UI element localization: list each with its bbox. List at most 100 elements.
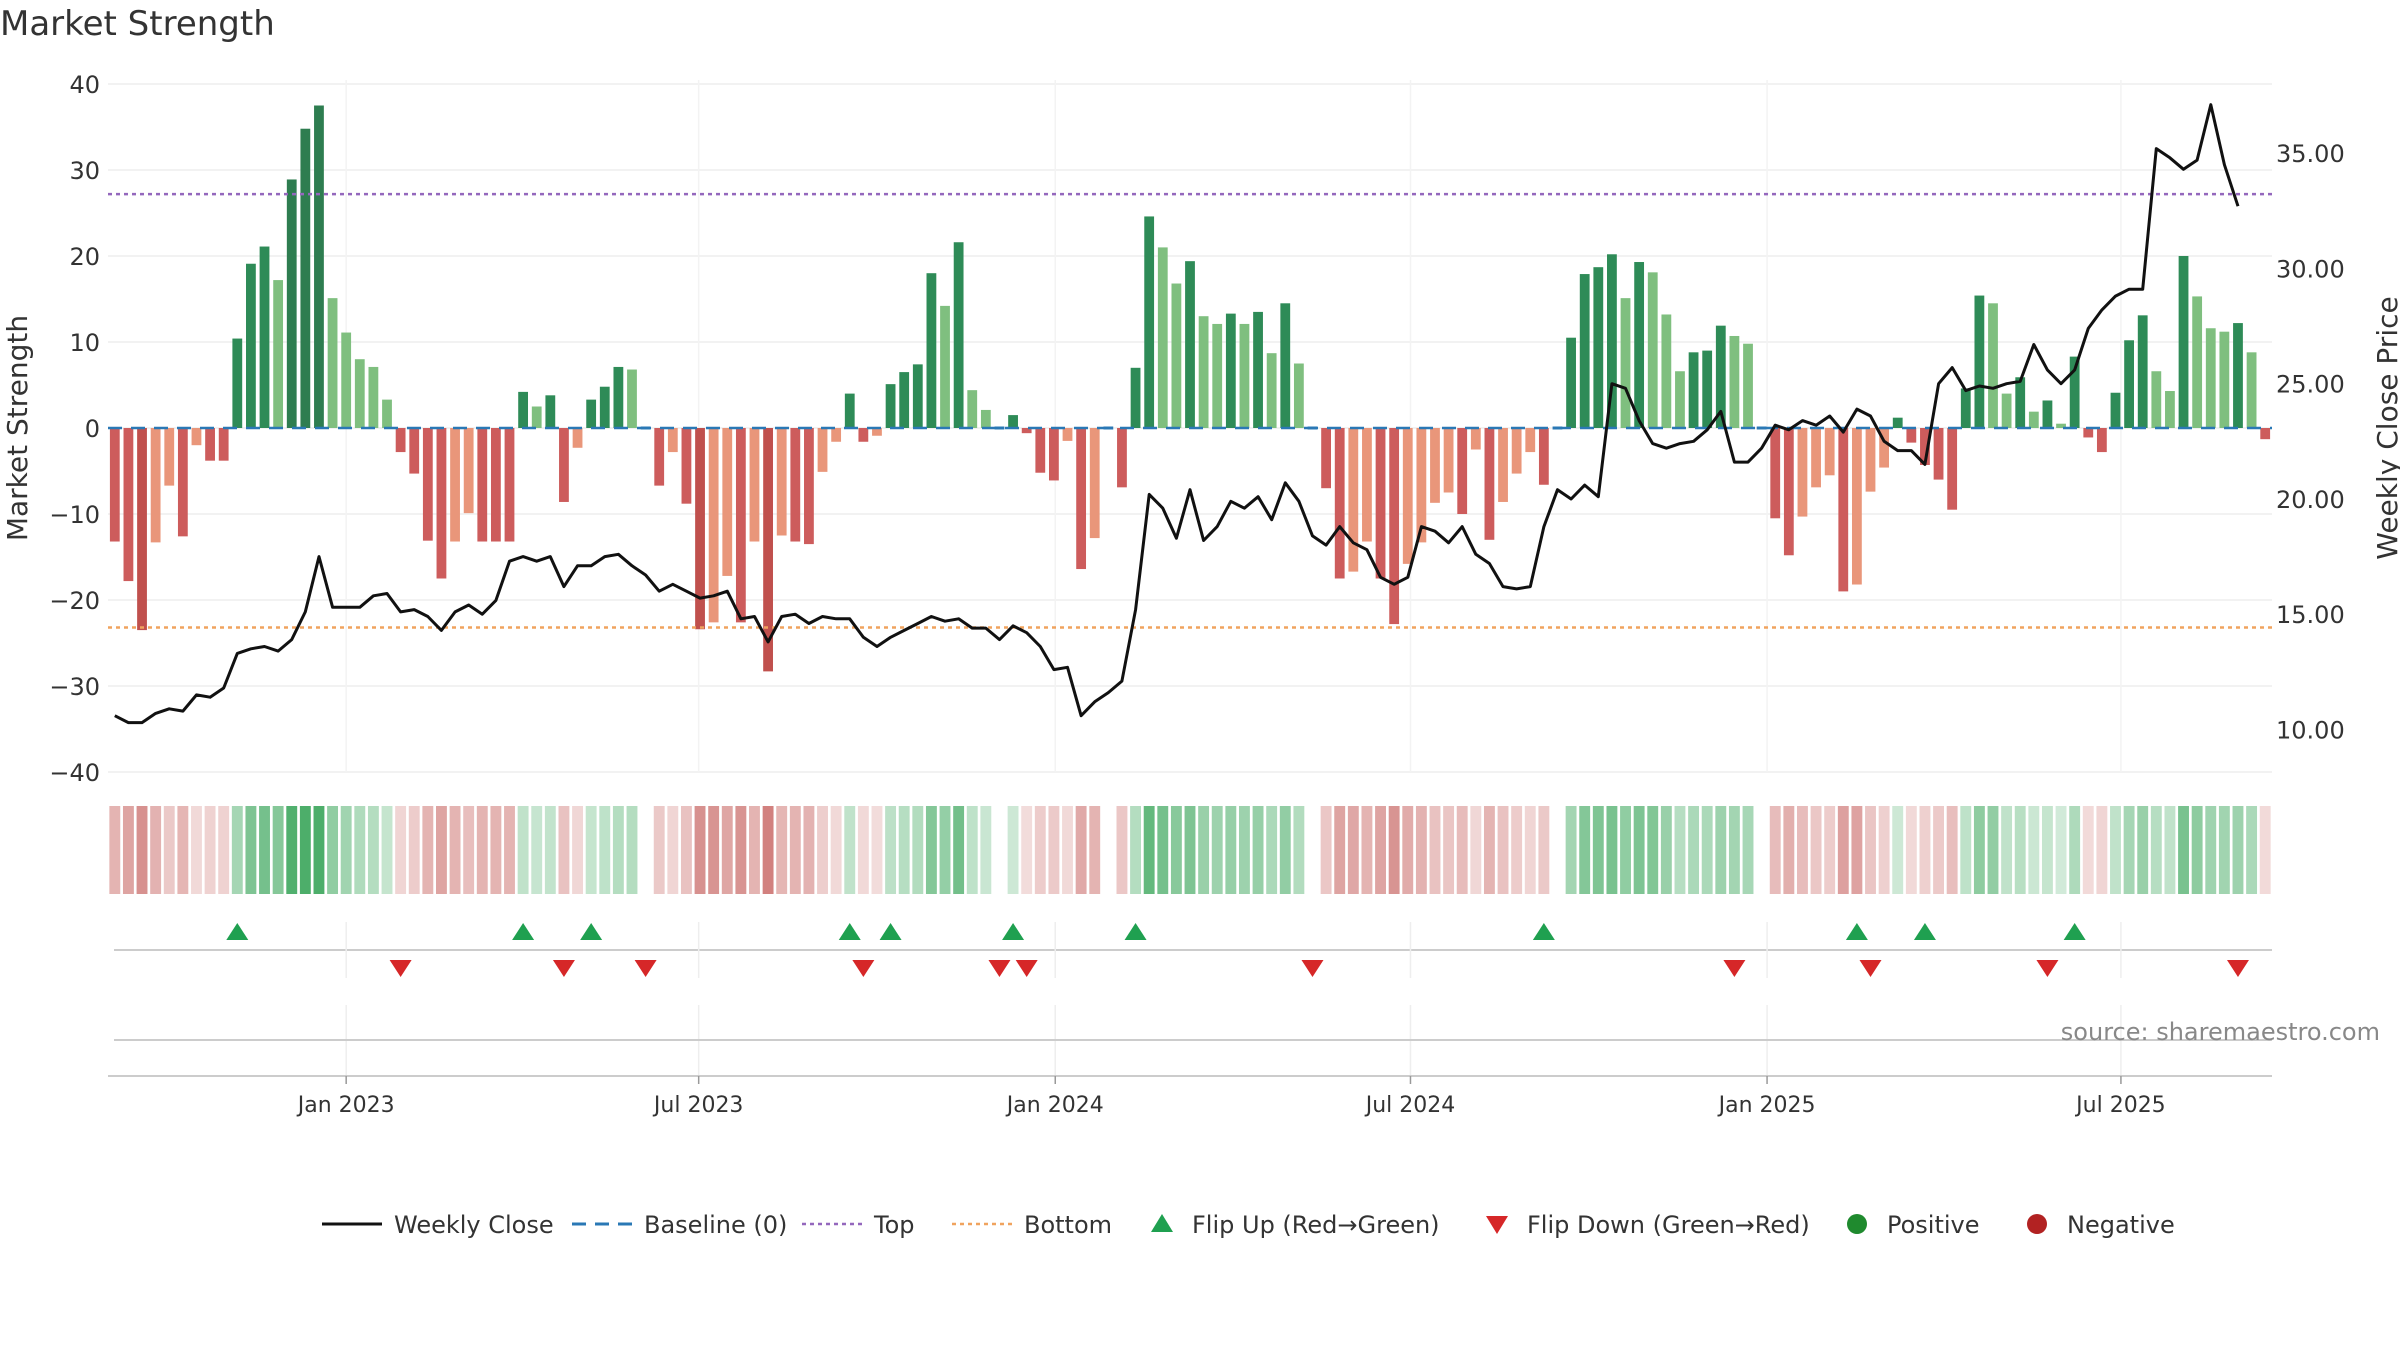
strip-cell	[1919, 806, 1931, 894]
strength-bar	[817, 428, 828, 472]
strength-bar	[463, 428, 474, 514]
strength-bar	[1375, 428, 1386, 579]
strength-bar	[735, 428, 746, 623]
strength-bar	[477, 428, 488, 542]
strip-cell	[1511, 806, 1523, 894]
strip-cell	[1878, 806, 1890, 894]
x-tick-label: Jul 2025	[2074, 1093, 2166, 1118]
strength-bar	[1879, 428, 1890, 468]
strip-cell	[1960, 806, 1972, 894]
y-tick-label: −40	[49, 759, 100, 787]
strength-bar	[1756, 426, 1767, 430]
strength-bar	[599, 386, 610, 428]
strip-cell	[1824, 806, 1836, 894]
strip-cell	[1837, 806, 1849, 894]
strength-bar	[300, 128, 311, 428]
strip-cell	[1062, 806, 1073, 894]
strip-cell	[653, 806, 665, 894]
strip-cell	[1238, 806, 1250, 894]
strength-bar	[2028, 411, 2039, 428]
strip-cell	[517, 806, 529, 894]
strip-cell	[313, 806, 325, 894]
strip-cell	[1347, 806, 1359, 894]
strip-cell	[1402, 806, 1414, 894]
strength-bar	[1593, 267, 1604, 428]
strength-bar	[1484, 428, 1495, 540]
strength-bar	[681, 428, 692, 504]
strength-bar	[314, 105, 324, 428]
strength-bar	[1920, 428, 1930, 465]
strength-bar	[804, 428, 814, 545]
strip-cell	[925, 806, 937, 894]
strip-cell	[749, 806, 760, 894]
strength-bar	[1566, 337, 1576, 428]
strip-cell	[136, 806, 148, 894]
strength-bar	[1770, 428, 1781, 519]
strip-cell	[1198, 806, 1210, 894]
strength-bar	[708, 428, 719, 623]
strength-bar	[926, 273, 937, 428]
strip-cell	[1211, 806, 1223, 894]
strength-bar	[912, 364, 923, 428]
strength-bar	[1511, 428, 1522, 474]
y2-axis-label: Weekly Close Price	[2371, 296, 2400, 559]
strip-cell	[1048, 806, 1060, 894]
strip-cell	[1905, 806, 1917, 894]
strength-bar	[205, 428, 215, 461]
strip-cell	[286, 806, 298, 894]
strip-cell	[2014, 806, 2026, 894]
y-tick-label: 20	[69, 243, 100, 271]
reference-lines	[108, 192, 2272, 629]
strength-bar	[273, 280, 284, 428]
flip-up-marker	[1913, 923, 1936, 940]
strength-bar	[1185, 261, 1195, 428]
strength-bar	[722, 428, 733, 576]
strength-bar	[368, 366, 379, 428]
strength-bar	[667, 428, 678, 453]
strip-cell	[2191, 806, 2203, 894]
strip-cell	[1660, 806, 1672, 894]
strength-bar	[1348, 428, 1359, 572]
y2-tick-label: 20.00	[2276, 486, 2345, 514]
legend-label: Top	[873, 1211, 915, 1239]
strength-bar	[2233, 323, 2243, 428]
strip-cell	[1429, 806, 1441, 894]
strength-bar	[2192, 296, 2203, 428]
strip-cell	[1470, 806, 1482, 894]
strength-bar	[1253, 311, 1263, 428]
strength-bar	[994, 426, 1005, 430]
strength-bar	[2137, 315, 2148, 428]
y-tick-label: 0	[85, 415, 100, 443]
strip-cell	[2246, 806, 2258, 894]
strength-bar	[490, 428, 501, 542]
strip-cell	[490, 806, 502, 894]
flip-up-marker	[2063, 923, 2086, 940]
strength-bar	[749, 428, 760, 542]
strip-cell	[1157, 806, 1169, 894]
strength-bar	[2083, 428, 2094, 438]
legend-item: Baseline (0)	[572, 1211, 787, 1239]
strip-cell	[504, 806, 515, 894]
x-tick-label: Jan 2023	[296, 1093, 395, 1118]
legend-item: Weekly Close	[322, 1211, 554, 1239]
strip-cell	[1252, 806, 1264, 894]
strength-bar	[1607, 254, 1617, 428]
strength-bar	[259, 246, 270, 428]
strip-cell	[1742, 806, 1754, 894]
strength-bar	[1443, 428, 1454, 493]
strip-cell	[2096, 806, 2108, 894]
strength-bar	[531, 406, 542, 428]
strength-bar	[1525, 428, 1536, 453]
strip-cell	[966, 806, 978, 894]
flip-down-marker	[1015, 960, 1038, 977]
strip-cell	[2178, 806, 2189, 894]
strip-cell	[1701, 806, 1713, 894]
strength-bar	[1688, 352, 1699, 428]
strength-bar	[123, 428, 134, 582]
y2-tick-label: 35.00	[2276, 140, 2345, 168]
strength-bar	[422, 428, 433, 541]
strip-cell	[2110, 806, 2121, 894]
strength-bar	[572, 428, 583, 448]
strip-cell	[531, 806, 543, 894]
strip-cell	[2218, 806, 2230, 894]
